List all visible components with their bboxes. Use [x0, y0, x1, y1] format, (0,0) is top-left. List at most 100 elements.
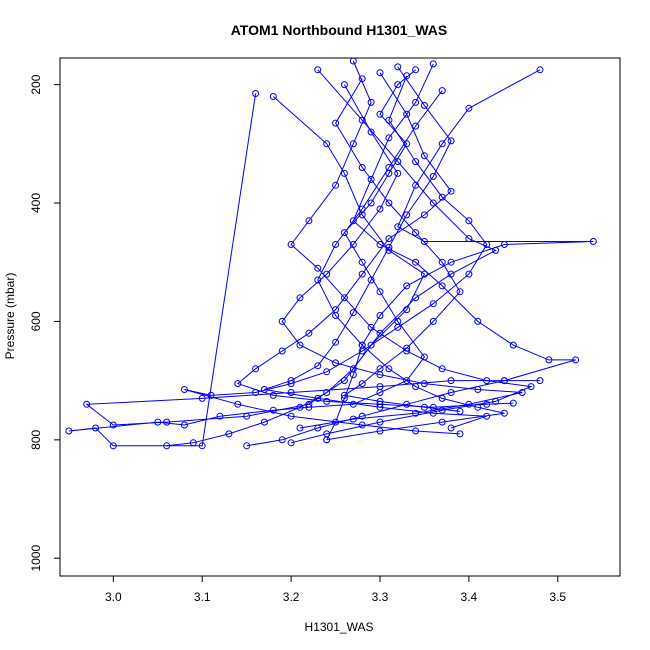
data-point: [456, 407, 464, 415]
data-point: [412, 181, 420, 189]
series-line: [236, 72, 514, 408]
data-point: [349, 217, 357, 225]
data-point: [376, 110, 384, 118]
data-point: [314, 362, 322, 370]
data-point: [349, 415, 357, 423]
data-point: [412, 229, 420, 237]
x-tick-label: 3.1: [194, 590, 211, 604]
data-point: [252, 90, 260, 97]
data-point: [349, 309, 357, 317]
data-point: [358, 341, 366, 349]
data-point: [332, 312, 340, 319]
data-point: [385, 365, 393, 373]
series-line: [326, 69, 594, 441]
data-point: [332, 241, 340, 248]
data-point: [296, 341, 304, 349]
data-point: [500, 377, 508, 385]
data-point: [509, 399, 517, 407]
data-point: [483, 377, 491, 385]
data-point: [367, 323, 375, 331]
y-tick-label: 800: [29, 429, 43, 449]
data-point: [429, 317, 437, 325]
data-point: [438, 418, 446, 426]
data-point: [456, 288, 464, 296]
data-point: [589, 238, 597, 245]
data-point: [376, 365, 384, 373]
data-point: [385, 164, 393, 171]
data-point: [412, 294, 420, 302]
data-point: [545, 356, 553, 364]
data-point: [358, 380, 366, 388]
data-point: [429, 60, 437, 68]
x-axis: 3.0 3.1 3.2 3.3 3.4 3.5: [105, 576, 566, 604]
data-point: [358, 164, 366, 171]
data-point: [438, 193, 446, 201]
data-point: [367, 98, 375, 106]
data-point: [403, 282, 411, 290]
data-point: [198, 442, 206, 450]
data-point: [278, 347, 286, 355]
data-point: [447, 377, 455, 385]
data-point: [358, 412, 366, 420]
data-point: [287, 412, 295, 420]
data-point: [465, 217, 473, 225]
data-point: [340, 377, 348, 385]
data-point: [163, 418, 171, 426]
data-point: [447, 424, 455, 432]
data-point: [225, 430, 233, 438]
data-point: [180, 386, 188, 393]
data-point: [252, 389, 260, 396]
x-tick-label: 3.0: [105, 590, 122, 604]
data-point: [296, 294, 304, 302]
data-point: [420, 270, 428, 278]
data-point: [323, 270, 331, 278]
data-point: [518, 389, 526, 396]
data-point: [527, 383, 535, 391]
series-line: [281, 84, 523, 429]
data-point: [349, 58, 357, 65]
data-point: [429, 199, 437, 207]
data-point: [332, 338, 340, 346]
data-point: [296, 403, 304, 411]
series-line: [290, 60, 533, 444]
data-point: [412, 258, 420, 266]
data-point: [314, 276, 322, 284]
data-point: [358, 270, 366, 278]
data-point: [394, 158, 402, 166]
data-point: [394, 169, 402, 177]
data-point: [483, 241, 491, 248]
data-point: [412, 383, 420, 391]
data-point: [465, 104, 473, 112]
data-point: [572, 356, 580, 364]
y-axis-label: Pressure (mbar): [3, 273, 17, 360]
data-point: [358, 258, 366, 266]
data-point: [376, 312, 384, 319]
plot-area: [65, 58, 597, 450]
data-point: [465, 270, 473, 278]
data-point: [474, 386, 482, 393]
data-point: [420, 403, 428, 411]
chart-title: ATOM1 Northbound H1301_WAS: [231, 22, 448, 38]
data-point: [536, 377, 544, 385]
data-point: [216, 412, 224, 420]
data-point: [394, 81, 402, 89]
x-tick-label: 3.5: [549, 590, 566, 604]
data-point: [447, 389, 455, 396]
data-point: [296, 424, 304, 432]
y-axis: 200 400 600 800 1000: [29, 74, 60, 572]
data-point: [243, 412, 251, 420]
data-point: [340, 391, 348, 399]
data-point: [367, 341, 375, 349]
y-tick-label: 1000: [29, 545, 43, 572]
data-point: [65, 427, 73, 435]
data-point: [376, 205, 384, 213]
data-point: [438, 258, 446, 266]
data-point: [420, 211, 428, 219]
data-point: [340, 81, 348, 89]
data-point: [438, 140, 446, 148]
data-point: [207, 391, 215, 399]
data-point: [367, 128, 375, 136]
data-point: [403, 110, 411, 118]
data-point: [509, 341, 517, 349]
data-point: [412, 66, 420, 74]
